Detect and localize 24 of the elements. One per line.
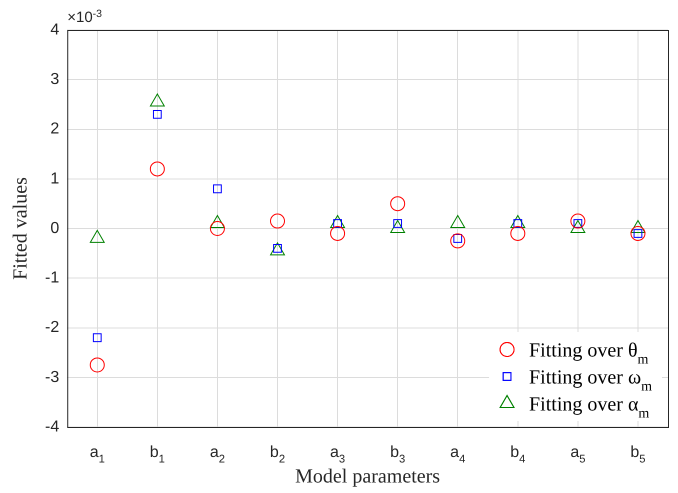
- y-tick-label: -3: [44, 368, 60, 386]
- y-tick-label: -4: [44, 418, 60, 436]
- point: [630, 226, 646, 241]
- y-tick-label: 0: [50, 220, 60, 237]
- point: [92, 333, 102, 342]
- y-axis-title: Fitted values: [9, 176, 32, 280]
- y-tick-label: 1: [50, 170, 60, 188]
- y-tick-label: 4: [50, 21, 60, 38]
- point: [152, 110, 162, 119]
- y-tick-label: -2: [44, 319, 60, 336]
- point: [210, 221, 225, 236]
- point: [330, 226, 346, 241]
- y-tick-label: 2: [50, 120, 60, 138]
- point: [213, 184, 222, 194]
- point: [150, 161, 165, 176]
- x-axis-title: Model parameters: [295, 465, 440, 488]
- point: [570, 214, 586, 229]
- point: [450, 233, 466, 248]
- y-tick-label: 3: [50, 71, 60, 88]
- point: [510, 226, 526, 241]
- point: [90, 357, 105, 372]
- y-tick-label: -1: [44, 270, 60, 287]
- point: [270, 214, 285, 229]
- point: [390, 196, 406, 212]
